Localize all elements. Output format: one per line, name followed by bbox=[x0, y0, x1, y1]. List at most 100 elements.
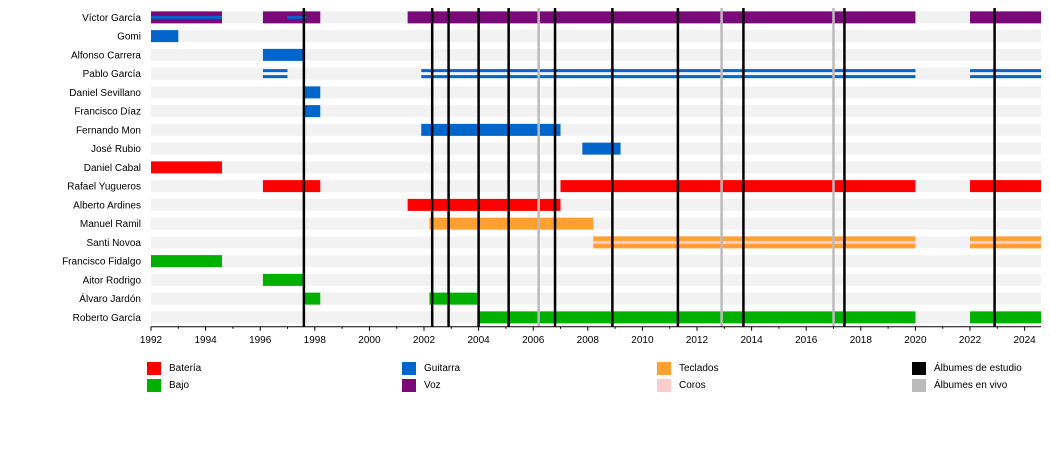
legend-swatch bbox=[657, 378, 671, 392]
legend-item-guitarra: Guitarra bbox=[402, 360, 460, 376]
member-bar bbox=[151, 161, 222, 174]
member-label: Alfonso Carrera bbox=[71, 50, 141, 61]
row-background bbox=[151, 30, 1041, 43]
legend-item-vivo: Álbumes en vivo bbox=[912, 377, 1007, 393]
legend-swatch bbox=[147, 361, 161, 375]
member-label: Roberto García bbox=[73, 313, 142, 324]
member-label: Pablo García bbox=[83, 69, 142, 80]
member-bar bbox=[407, 11, 916, 24]
coros-bar bbox=[970, 240, 1041, 244]
member-bar-thin bbox=[151, 15, 222, 19]
legend-item-bajo: Bajo bbox=[147, 377, 189, 393]
row-background bbox=[151, 292, 1041, 305]
member-bar bbox=[970, 180, 1041, 193]
member-bar bbox=[262, 180, 321, 193]
x-tick-label: 2018 bbox=[850, 335, 873, 346]
x-tick-label: 1998 bbox=[304, 335, 327, 346]
legend-swatch bbox=[147, 378, 161, 392]
row-background bbox=[151, 217, 1041, 230]
member-label: Rafael Yugueros bbox=[67, 182, 141, 193]
row-background bbox=[151, 161, 1041, 174]
row-background bbox=[151, 48, 1041, 61]
member-bar bbox=[303, 292, 321, 305]
member-label: Fernando Mon bbox=[76, 125, 141, 136]
legend-label: Coros bbox=[679, 379, 706, 391]
x-tick-label: 2004 bbox=[467, 335, 490, 346]
legend-swatch bbox=[402, 361, 416, 375]
member-bar bbox=[582, 142, 621, 155]
member-label: Álvaro Jardón bbox=[79, 292, 141, 305]
member-bar bbox=[303, 105, 321, 118]
legend-item-coros: Coros bbox=[657, 377, 706, 393]
member-label: Daniel Cabal bbox=[84, 163, 141, 174]
member-bar bbox=[407, 198, 561, 211]
member-label: Aitor Rodrigo bbox=[83, 275, 142, 286]
member-bar-thin bbox=[421, 75, 916, 79]
legend-item-bateria: Batería bbox=[147, 360, 201, 376]
legend: Batería Bajo Guitarra Voz Teclados Coros Álbum… bbox=[0, 360, 1050, 400]
legend-label: Álbumes en vivo bbox=[934, 379, 1008, 391]
x-tick-label: 1996 bbox=[249, 335, 272, 346]
member-bar bbox=[262, 48, 304, 61]
member-bar bbox=[421, 123, 561, 136]
legend-item-teclados: Teclados bbox=[657, 360, 718, 376]
member-label: Francisco Díaz bbox=[74, 107, 141, 118]
legend-label: Bajo bbox=[169, 379, 190, 391]
member-bar-thin bbox=[262, 75, 288, 79]
member-bar bbox=[560, 180, 916, 193]
x-tick-label: 2010 bbox=[631, 335, 654, 346]
member-bar bbox=[151, 255, 222, 268]
member-label: Daniel Sevillano bbox=[69, 88, 141, 99]
member-bar-thin bbox=[970, 69, 1041, 73]
row-background bbox=[151, 105, 1041, 118]
member-bar-thin bbox=[262, 69, 288, 73]
row-background bbox=[151, 273, 1041, 286]
member-label: Víctor García bbox=[82, 13, 141, 24]
x-tick-label: 1992 bbox=[140, 335, 163, 346]
x-tick-label: 2008 bbox=[577, 335, 600, 346]
row-background bbox=[151, 255, 1041, 268]
legend-label: Voz bbox=[424, 379, 441, 391]
legend-item-voz: Voz bbox=[402, 377, 441, 393]
member-bar-thin bbox=[421, 69, 916, 73]
x-tick-label: 2002 bbox=[413, 335, 436, 346]
legend-label: Batería bbox=[169, 362, 202, 374]
legend-swatch bbox=[912, 361, 926, 375]
timeline-chart: Víctor García Gomi Alfonso Carrera Pablo Ga… bbox=[62, 8, 1041, 346]
member-bar bbox=[970, 11, 1041, 24]
coros-bar bbox=[593, 240, 916, 244]
legend-swatch bbox=[657, 361, 671, 375]
member-bar bbox=[478, 311, 916, 324]
x-tick-label: 2006 bbox=[522, 335, 545, 346]
x-tick-label: 2022 bbox=[959, 335, 982, 346]
member-bar-thin bbox=[287, 15, 307, 19]
legend-swatch bbox=[402, 378, 416, 392]
row-background bbox=[151, 198, 1041, 211]
member-bar bbox=[303, 86, 321, 99]
member-bar bbox=[429, 217, 594, 230]
member-bar bbox=[151, 30, 179, 43]
x-tick-label: 2016 bbox=[795, 335, 818, 346]
x-tick-label: 2000 bbox=[358, 335, 381, 346]
member-label: Manuel Ramil bbox=[80, 219, 141, 230]
legend-swatch bbox=[912, 378, 926, 392]
row-background bbox=[151, 123, 1041, 136]
x-tick-label: 2014 bbox=[740, 335, 763, 346]
member-bar bbox=[429, 292, 479, 305]
member-label: Gomi bbox=[117, 32, 141, 43]
member-label: Alberto Ardines bbox=[73, 200, 141, 211]
member-label: Francisco Fidalgo bbox=[62, 257, 141, 268]
x-tick-label: 2012 bbox=[686, 335, 709, 346]
member-label: José Rubio bbox=[91, 144, 141, 155]
member-label: Santi Novoa bbox=[87, 238, 142, 249]
legend-label: Teclados bbox=[679, 362, 719, 374]
legend-label: Álbumes de estudio bbox=[934, 362, 1022, 374]
row-background bbox=[151, 86, 1041, 99]
x-tick-label: 2024 bbox=[1013, 335, 1036, 346]
x-tick-label: 1994 bbox=[194, 335, 217, 346]
x-tick-label: 2020 bbox=[904, 335, 927, 346]
legend-label: Guitarra bbox=[424, 362, 461, 374]
member-bar bbox=[970, 311, 1041, 324]
member-bar bbox=[262, 273, 304, 286]
member-bar-thin bbox=[970, 75, 1041, 79]
